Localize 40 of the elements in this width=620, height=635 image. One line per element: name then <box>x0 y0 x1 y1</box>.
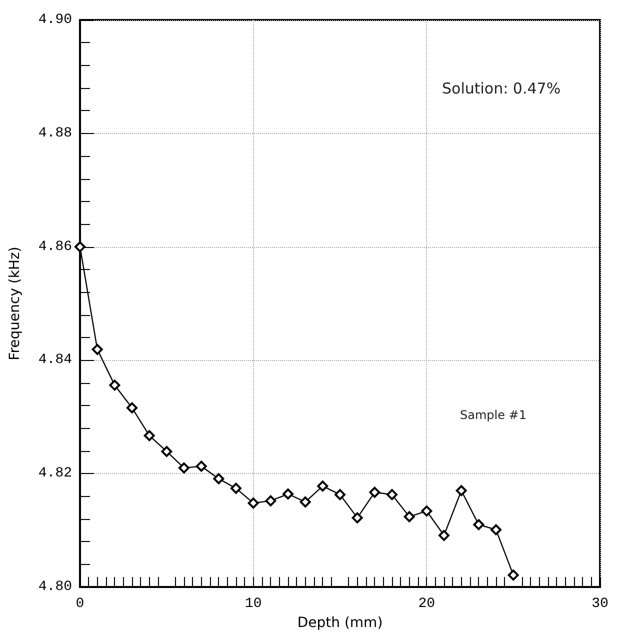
x-tick-label: 30 <box>592 596 608 612</box>
point <box>109 380 120 391</box>
point <box>161 446 172 457</box>
point <box>317 480 328 492</box>
y-tick-label: 4.86 <box>38 238 72 255</box>
point <box>456 485 467 496</box>
y-tick-label: 4.82 <box>38 466 72 482</box>
point <box>369 486 380 498</box>
point <box>126 402 138 414</box>
y-tick-label: 4.84 <box>38 352 72 368</box>
y-tick-label: 4.80 <box>38 579 72 595</box>
point <box>74 241 86 252</box>
annotation: Sample #1 <box>460 408 526 422</box>
y-tick-label: 4.88 <box>38 125 72 142</box>
point <box>334 489 346 500</box>
point <box>352 512 363 524</box>
y-axis-title: Frequency (kHz) <box>7 246 23 360</box>
point <box>230 482 242 494</box>
point <box>178 462 190 474</box>
point <box>282 488 294 500</box>
x-axis-title: Depth (mm) <box>297 614 383 631</box>
point <box>490 524 502 536</box>
annotation: Solution: 0.47% <box>442 80 561 98</box>
point <box>196 460 207 472</box>
point <box>300 496 311 508</box>
point <box>248 498 259 509</box>
point <box>92 344 103 355</box>
x-tick-label: 20 <box>418 596 436 612</box>
point <box>144 430 155 442</box>
point <box>421 506 432 517</box>
x-tick-label: 0 <box>76 596 84 612</box>
point <box>473 519 484 530</box>
point <box>386 489 398 500</box>
point <box>213 473 224 484</box>
y-tick-label: 4.90 <box>38 12 72 28</box>
x-tick-label: 10 <box>244 596 262 612</box>
point <box>508 570 519 581</box>
point <box>404 511 415 522</box>
point <box>265 495 276 506</box>
point <box>438 530 450 541</box>
